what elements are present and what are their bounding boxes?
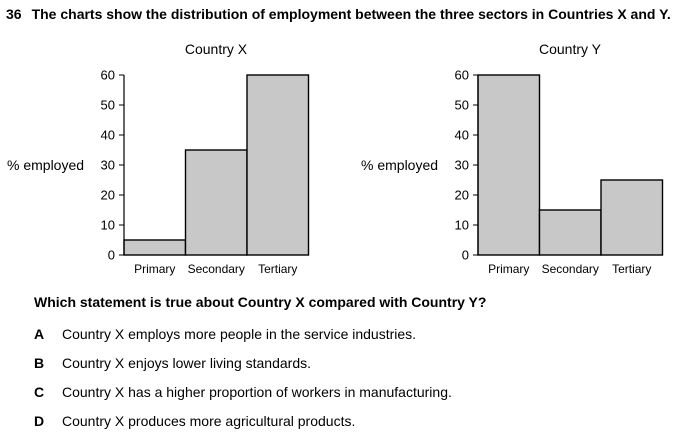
bar-secondary [538,209,602,256]
chart-title: Country Y [539,41,602,57]
chart-country-x: Country X % employed 0 10 20 30 40 50 60 Prima… [7,41,310,276]
chart-title: Country X [185,41,248,57]
category-label: Secondary [542,262,599,276]
bar-tertiary [600,179,664,256]
y-tick-label: 30 [101,158,115,173]
y-tick-label: 50 [101,98,115,113]
bar-secondary [184,149,248,256]
option-letter: C [34,384,45,400]
bar-tertiary [246,74,310,256]
y-tick-label: 60 [101,68,115,83]
category-label: Primary [488,262,529,276]
category-labels: Primary Secondary Tertiary [134,262,297,276]
bar-group [477,74,664,256]
chart-country-y: Country Y % employed 0 10 20 30 40 50 60 Prima… [361,41,664,276]
y-axis-ticks: 0 10 20 30 40 50 60 [101,68,124,263]
y-tick-label: 20 [101,188,115,203]
y-tick-label: 0 [462,248,469,263]
y-tick-label: 40 [101,128,115,143]
y-tick-label: 60 [455,68,469,83]
bar-primary [123,239,187,256]
category-label: Tertiary [258,262,297,276]
y-tick-label: 50 [455,98,469,113]
category-label: Tertiary [612,262,651,276]
y-axis-label: % employed [7,157,84,173]
option-c[interactable]: C Country X has a higher proportion of wo… [34,384,452,400]
y-tick-label: 10 [455,218,469,233]
option-a[interactable]: A Country X employs more people in the se… [34,326,416,342]
bar-primary [477,74,541,256]
y-tick-label: 10 [101,218,115,233]
category-label: Secondary [188,262,245,276]
option-text: Country X enjoys lower living standards. [62,355,312,371]
option-b[interactable]: B Country X enjoys lower living standards… [34,355,311,371]
y-axis-label: % employed [361,157,438,173]
y-tick-label: 40 [455,128,469,143]
category-label: Primary [134,262,175,276]
question-text: The charts show the distribution of empl… [31,6,671,22]
question-header: 36 The charts show the distribution of em… [6,6,671,22]
question-number: 36 [6,6,22,22]
option-text: Country X has a higher proportion of wor… [62,384,452,400]
option-letter: B [34,355,45,371]
option-text: Country X produces more agricultural pro… [62,413,356,429]
category-labels: Primary Secondary Tertiary [488,262,651,276]
bar-group [123,74,310,256]
option-letter: D [34,413,45,429]
y-axis-ticks: 0 10 20 30 40 50 60 [455,68,478,263]
option-text: Country X employs more people in the ser… [62,326,417,342]
y-tick-label: 0 [108,248,115,263]
y-tick-label: 20 [455,188,469,203]
charts-area: Country X % employed 0 10 20 30 40 50 60 Prima… [7,41,664,276]
y-tick-label: 30 [455,158,469,173]
question-prompt: Which statement is true about Country X … [34,294,487,310]
option-d[interactable]: D Country X produces more agricultural pr… [34,413,355,429]
option-letter: A [34,326,45,342]
